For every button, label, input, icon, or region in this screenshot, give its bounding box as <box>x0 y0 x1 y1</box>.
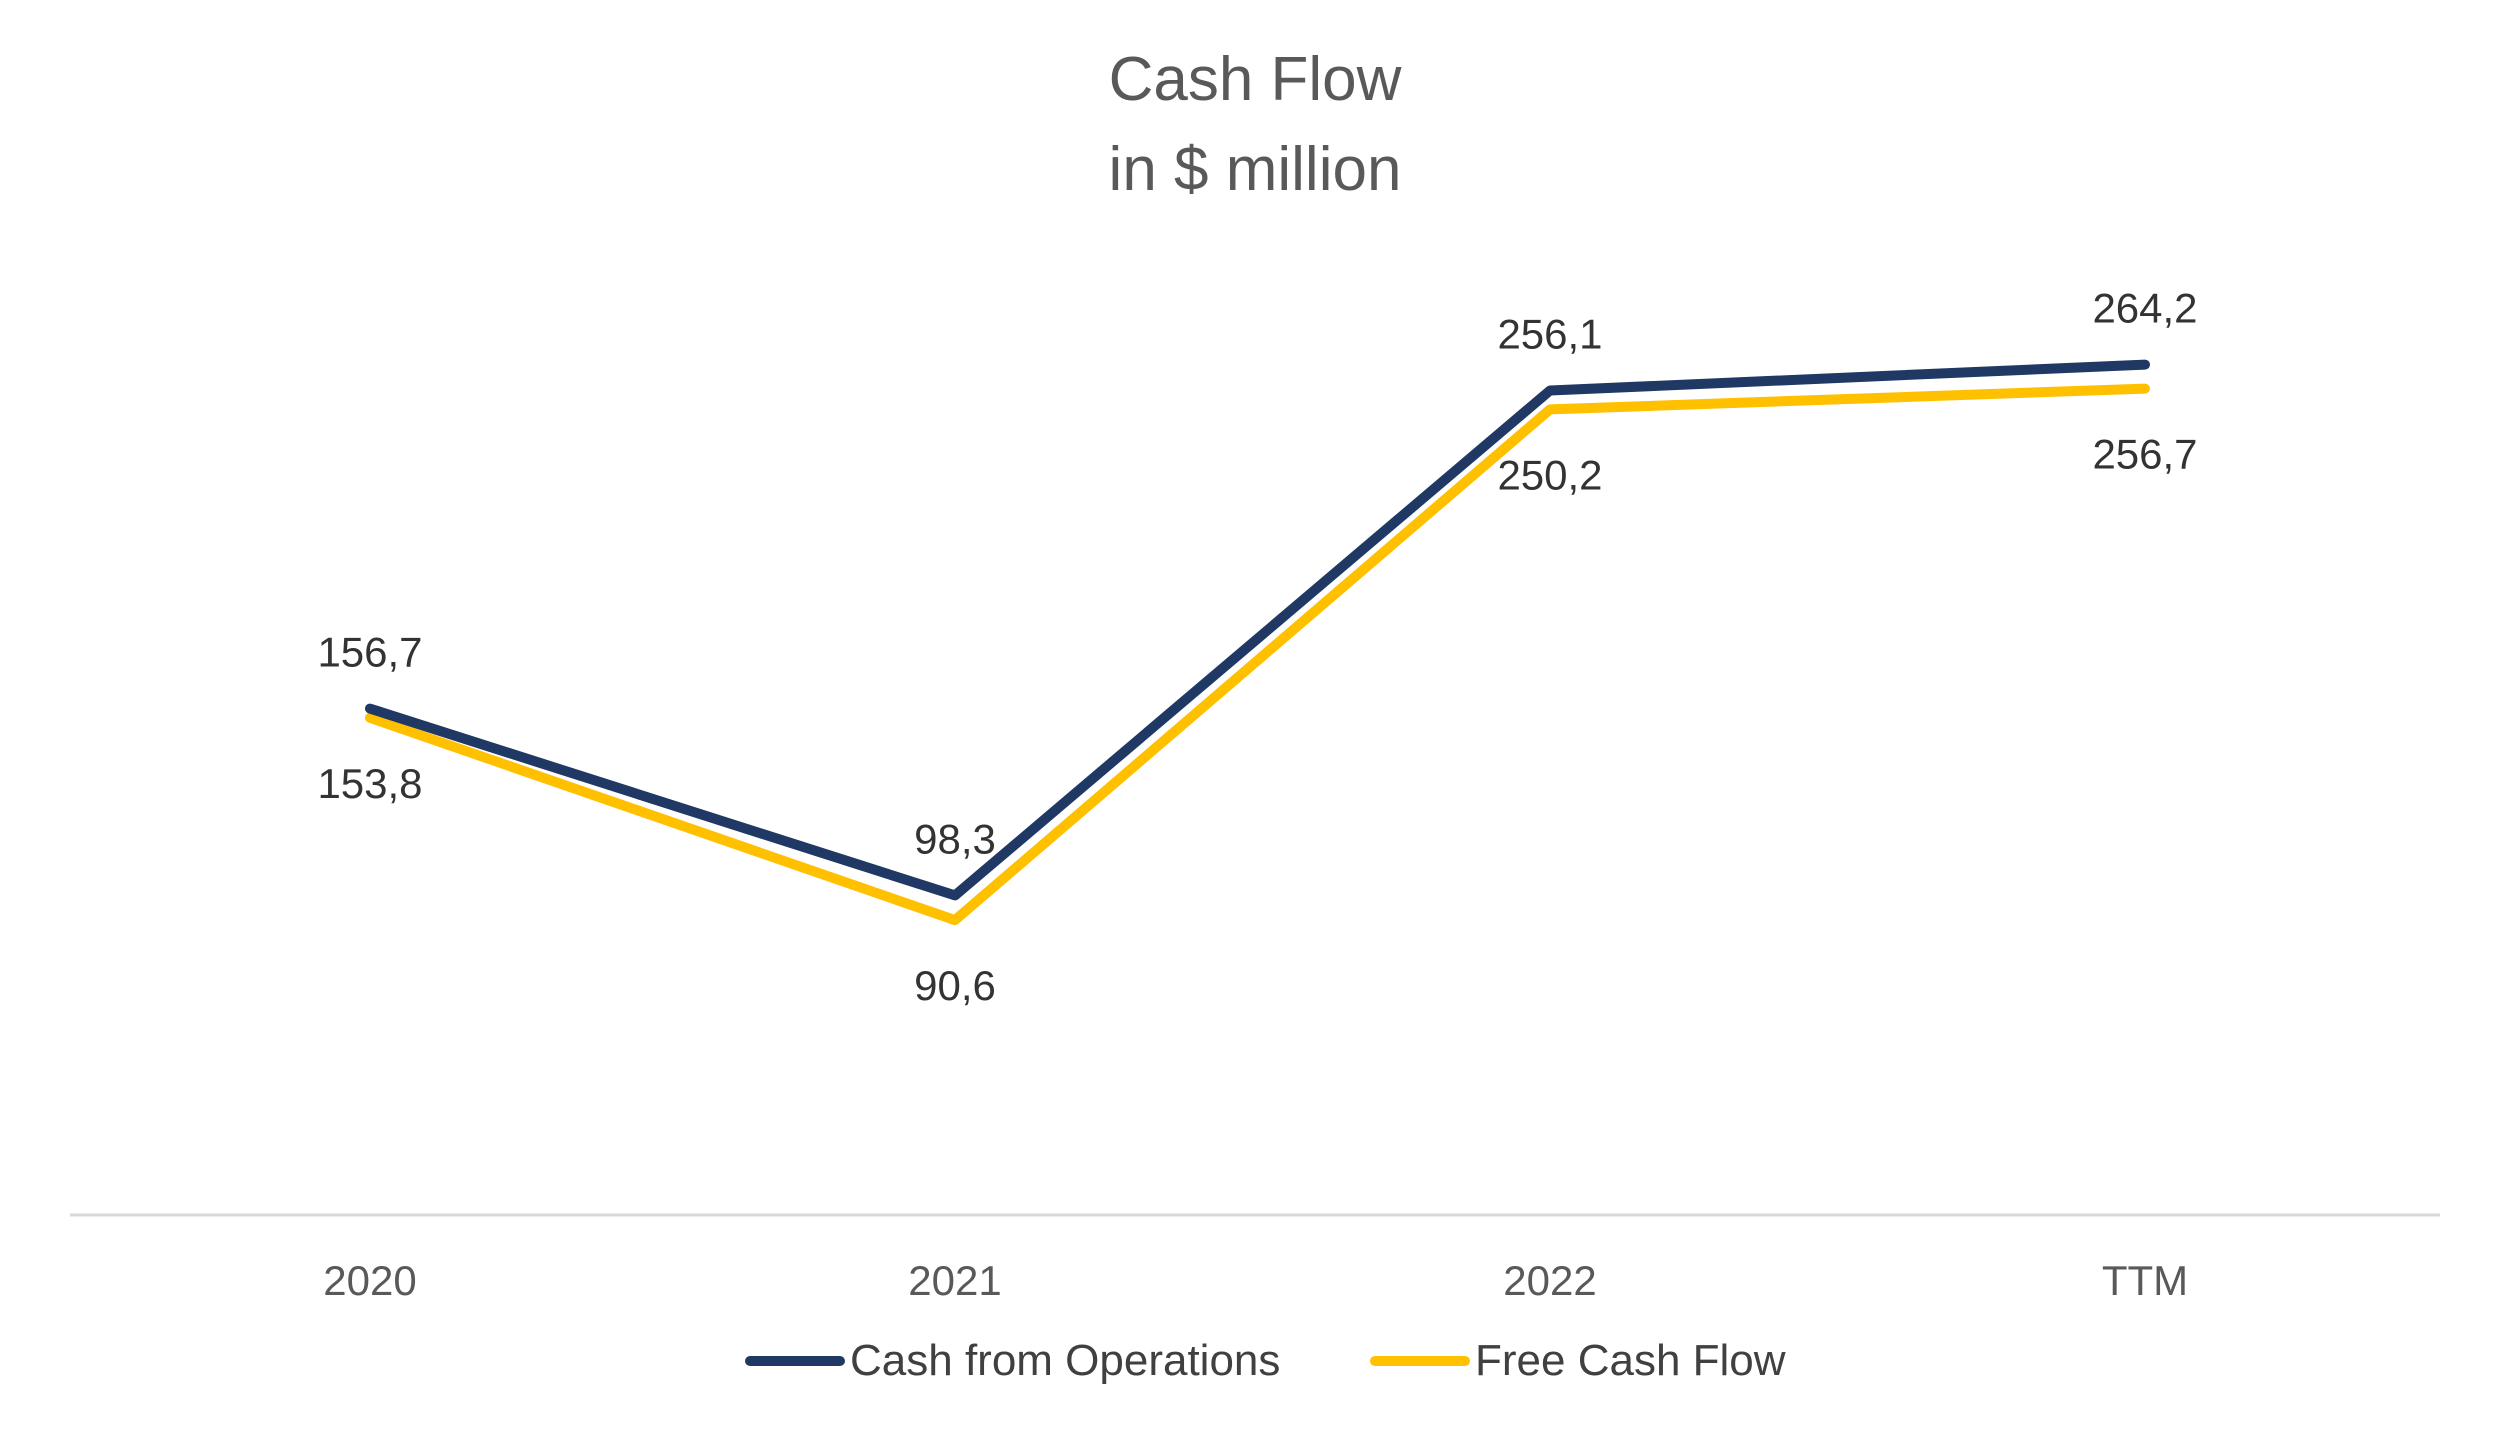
x-tick-label: 2022 <box>1503 1257 1596 1304</box>
chart-subtitle: in $ million <box>1109 135 1402 204</box>
data-label: 250,2 <box>1497 451 1602 498</box>
x-tick-layer: 2020 2021 2022 TTM <box>323 1257 2188 1304</box>
legend: Cash from Operations Free Cash Flow <box>745 1336 1786 1385</box>
data-label: 256,1 <box>1497 310 1602 357</box>
chart-title: Cash Flow <box>1109 45 1402 114</box>
x-tick-label: TTM <box>2102 1257 2188 1304</box>
legend-label: Free Cash Flow <box>1475 1336 1786 1385</box>
legend-label: Cash from Operations <box>850 1336 1280 1385</box>
series-layer <box>365 359 2150 926</box>
series-line-0 <box>365 359 2150 901</box>
series-line-1 <box>365 383 2150 926</box>
data-label: 153,8 <box>317 760 422 807</box>
data-label: 264,2 <box>2092 285 2197 332</box>
data-label: 98,3 <box>914 815 996 862</box>
data-label: 90,6 <box>914 962 996 1009</box>
data-label: 256,7 <box>2092 431 2197 478</box>
data-label: 156,7 <box>317 629 422 676</box>
x-tick-label: 2021 <box>908 1257 1001 1304</box>
data-label-layer: 156,7 98,3 256,1 264,2 153,8 90,6 250,2 256,7 <box>317 285 2197 1010</box>
x-tick-label: 2020 <box>323 1257 416 1304</box>
